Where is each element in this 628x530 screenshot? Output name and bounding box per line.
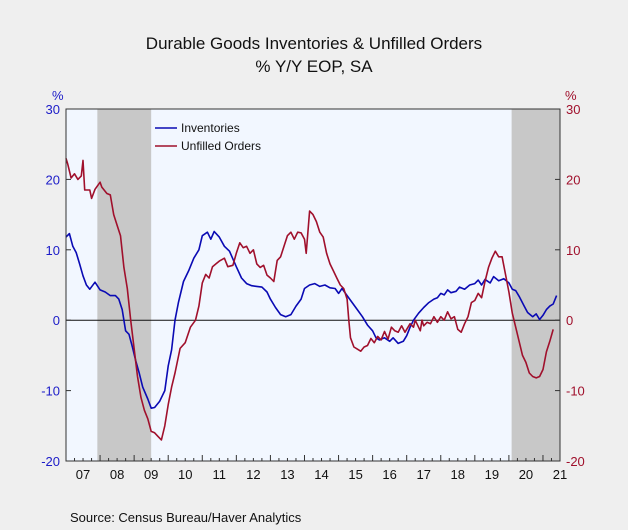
- x-tick-label: 18: [451, 467, 465, 482]
- x-tick-label: 21: [553, 467, 567, 482]
- chart-title: Durable Goods Inventories & Unfilled Ord…: [146, 34, 482, 53]
- x-tick-label: 10: [178, 467, 192, 482]
- recession-shading: [97, 109, 560, 461]
- x-tick-label: 09: [144, 467, 158, 482]
- series-layer: [65, 158, 558, 441]
- x-tick-label: 12: [246, 467, 260, 482]
- x-tick-label: 16: [382, 467, 396, 482]
- y-tick-label-left: 0: [53, 313, 60, 328]
- x-tick-label: 08: [110, 467, 124, 482]
- x-tick-label: 20: [519, 467, 533, 482]
- y-tick-label-right: -20: [566, 454, 585, 469]
- legend-label-inventories: Inventories: [181, 121, 240, 135]
- x-tick-label: 13: [280, 467, 294, 482]
- y-tick-label-right: -10: [566, 384, 585, 399]
- x-tick-label: 07: [76, 467, 90, 482]
- series-line-unfilled-orders: [65, 158, 554, 441]
- y-tick-label-left: -20: [41, 454, 60, 469]
- y-tick-label-left: -10: [41, 384, 60, 399]
- chart-subtitle: % Y/Y EOP, SA: [255, 57, 373, 76]
- x-tick-label: 11: [213, 467, 227, 482]
- y-tick-label-right: 0: [566, 313, 573, 328]
- x-axis-ticks: 07 08 09 10 11 12 13 14 15 16 17 18 19 20 21: [74, 455, 567, 482]
- y-tick-label-right: 10: [566, 243, 580, 258]
- x-tick-label: 17: [416, 467, 430, 482]
- legend-label-unfilled-orders: Unfilled Orders: [181, 139, 261, 153]
- recession-band-1: [511, 109, 560, 461]
- y-tick-label-left: 10: [46, 243, 60, 258]
- y-tick-label-left: 30: [46, 102, 60, 117]
- right-axis-unit: %: [565, 88, 577, 103]
- y-tick-label-left: 20: [46, 172, 60, 187]
- x-tick-label: 15: [348, 467, 362, 482]
- source-note: Source: Census Bureau/Haver Analytics: [70, 510, 302, 525]
- x-tick-label: 14: [314, 467, 328, 482]
- series-line-inventories: [65, 230, 558, 409]
- left-axis-unit: %: [52, 88, 64, 103]
- legend: Inventories Unfilled Orders: [155, 121, 261, 153]
- y-tick-label-right: 30: [566, 102, 580, 117]
- y-axis-ticks: 30 30 20 20 10 10 0 0 -10 -10 -20 -20: [41, 102, 585, 469]
- x-tick-label: 19: [485, 467, 499, 482]
- y-tick-label-right: 20: [566, 172, 580, 187]
